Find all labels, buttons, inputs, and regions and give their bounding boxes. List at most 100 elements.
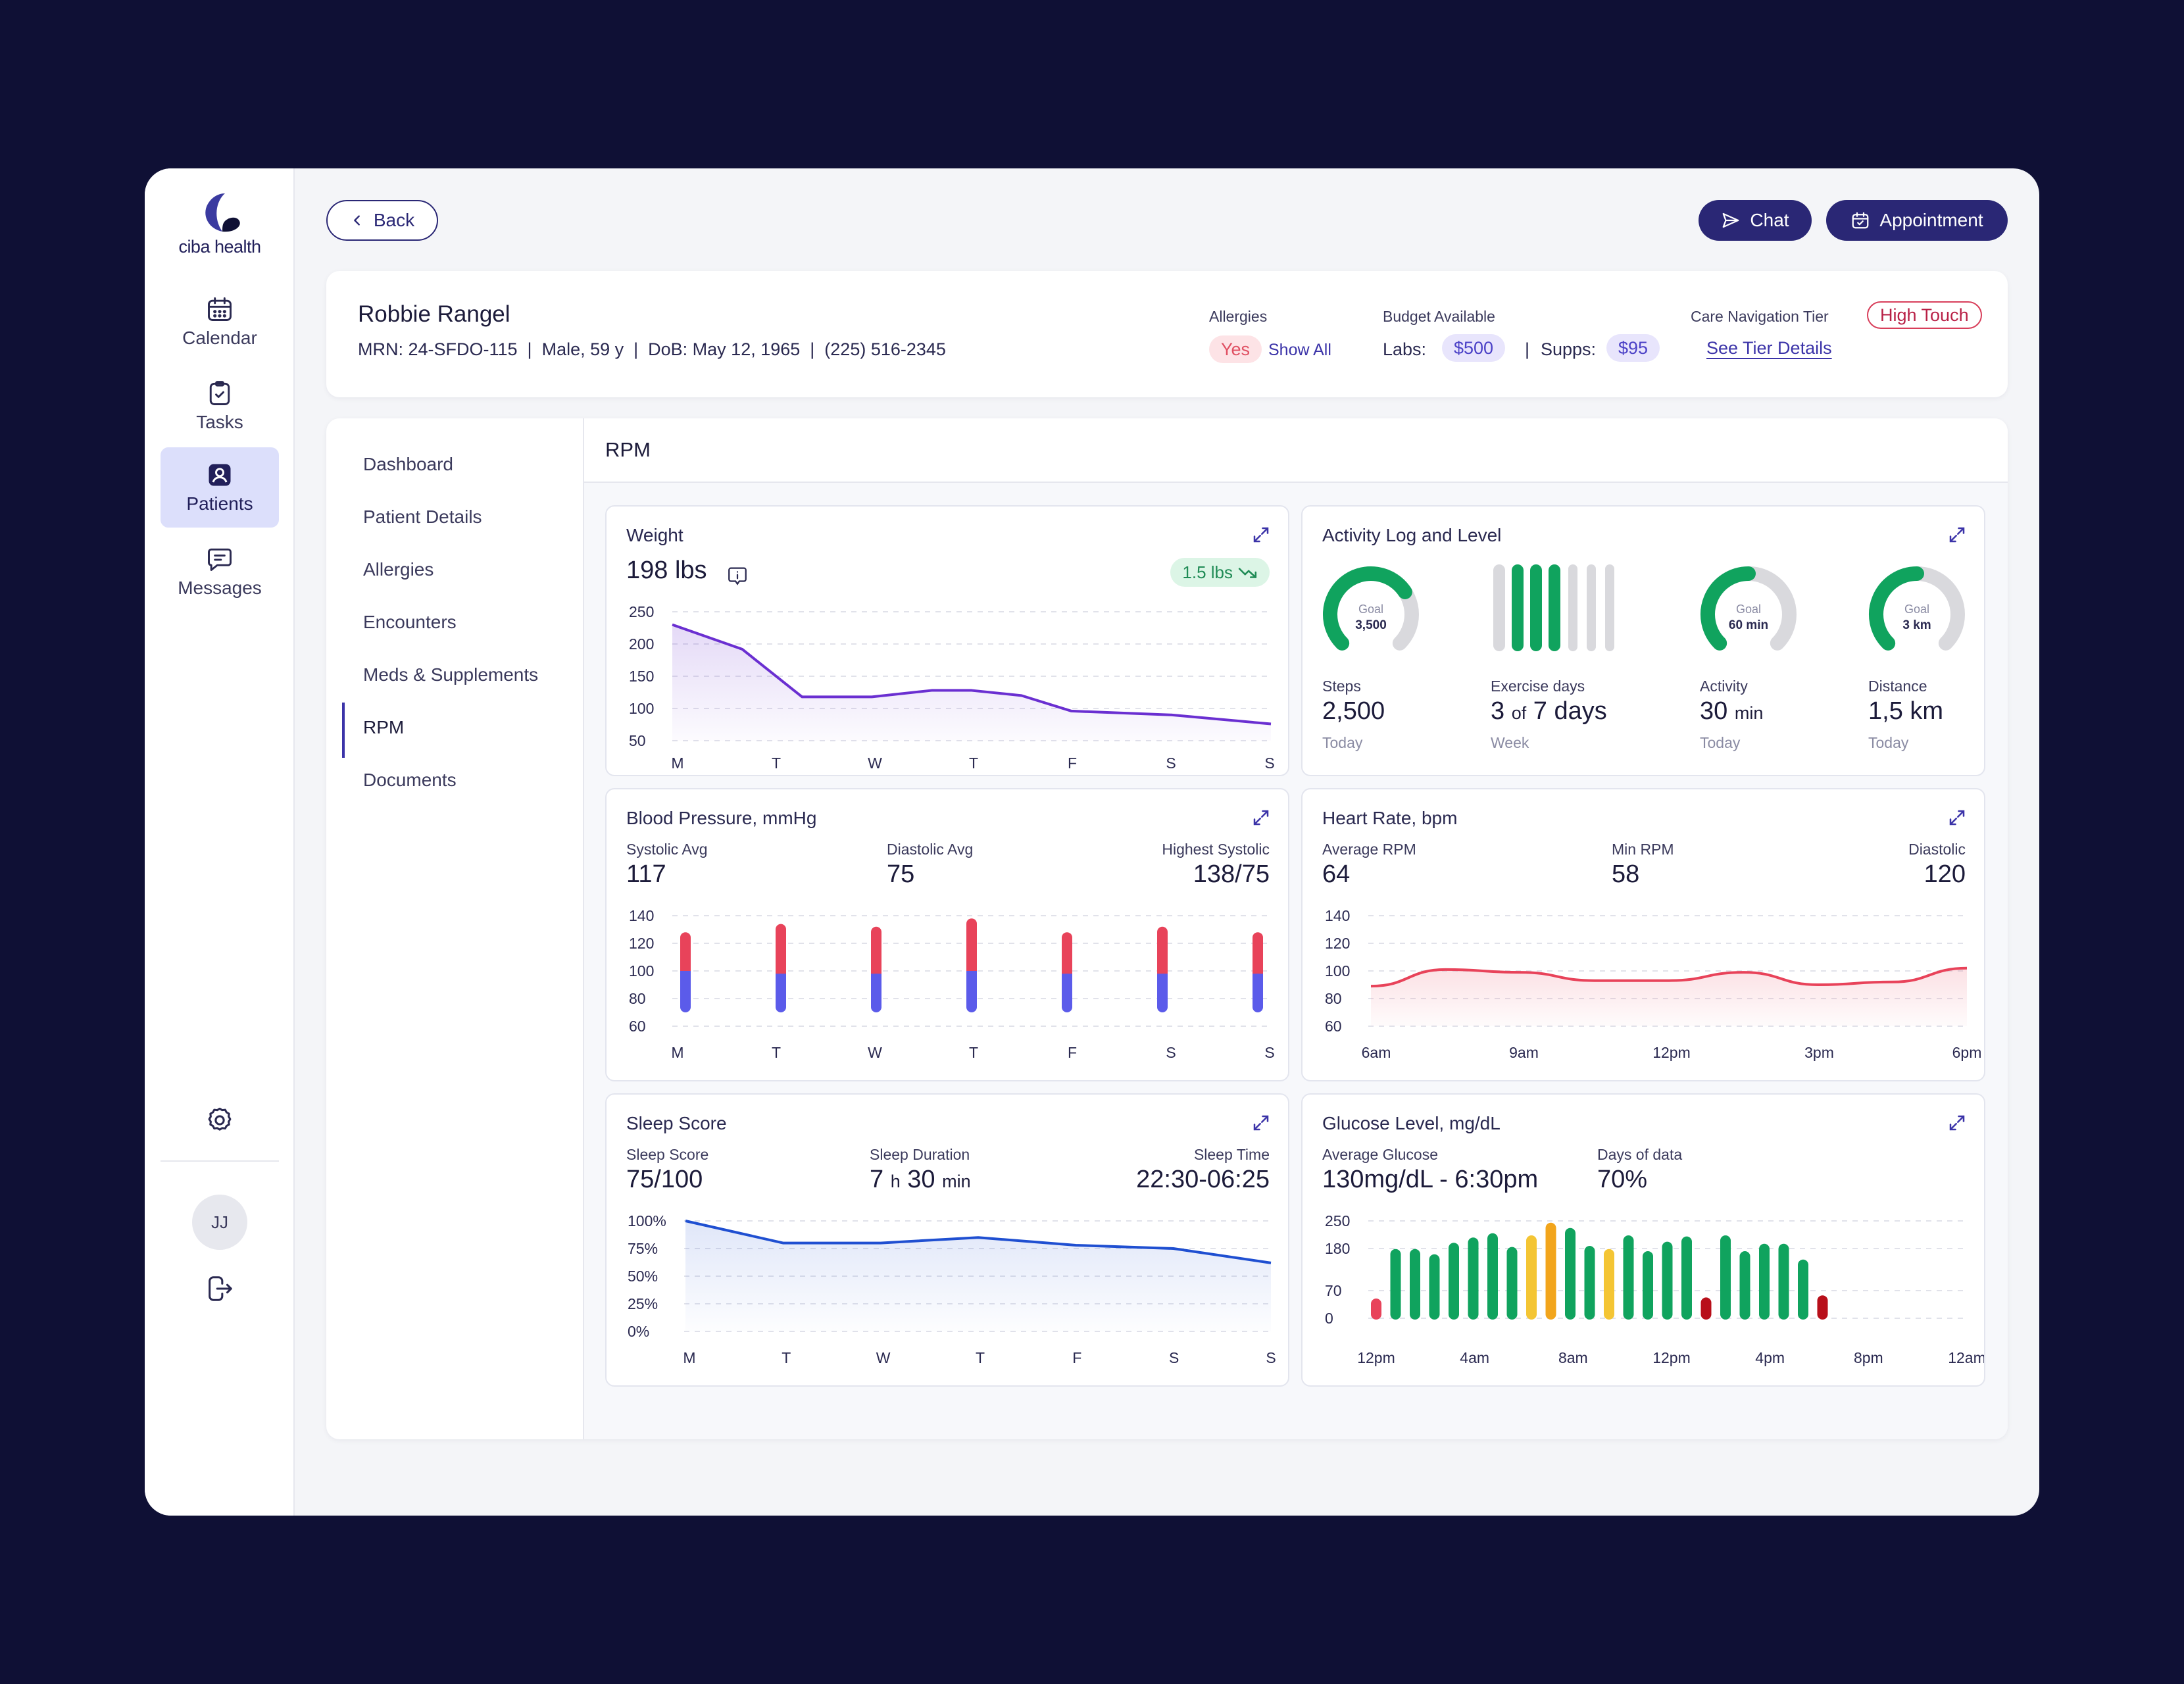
nav-label: Messages bbox=[178, 578, 262, 598]
bp-chart: 140 120 100 80 60 M T W T F S S bbox=[629, 907, 1275, 1061]
expand-icon[interactable] bbox=[1251, 1113, 1271, 1133]
x-tick-label: 3pm bbox=[1804, 1044, 1834, 1061]
subnav-item-documents[interactable]: Documents bbox=[363, 770, 457, 790]
avg-glucose-value: 130mg/dL - 6:30pm bbox=[1322, 1166, 1539, 1193]
logout-button[interactable] bbox=[145, 1274, 295, 1307]
calendar-check-icon bbox=[1852, 212, 1869, 229]
ring-progress bbox=[1700, 566, 1756, 651]
diastolic-bar-cap bbox=[776, 974, 786, 979]
y-tick-label: 80 bbox=[629, 990, 646, 1007]
main-panel: Dashboard Patient Details Allergies Enco… bbox=[326, 418, 2008, 1439]
sleep-card: Sleep Score Sleep Score 75/100 Sleep Dur… bbox=[605, 1093, 1289, 1387]
glucose-bar bbox=[1662, 1241, 1673, 1320]
y-tick-label: 25% bbox=[628, 1295, 658, 1312]
x-tick-label: 6pm bbox=[1952, 1044, 1982, 1061]
y-tick-label: 60 bbox=[629, 1018, 646, 1035]
chat-button[interactable]: Chat bbox=[1699, 200, 1812, 241]
activity-title: Activity Log and Level bbox=[1322, 525, 1502, 545]
distance-value: 1,5 km bbox=[1868, 697, 1944, 725]
subnav-item-encounters[interactable]: Encounters bbox=[363, 612, 457, 632]
app-window: ciba health Calendar Tasks Patients Mess… bbox=[145, 168, 2039, 1516]
exercise-label: Exercise days bbox=[1491, 678, 1585, 695]
labs-label: Labs: bbox=[1383, 339, 1427, 359]
diastolic-bar-cap bbox=[966, 971, 977, 976]
nav-item-patients[interactable]: Patients bbox=[161, 447, 279, 528]
expand-icon[interactable] bbox=[1947, 808, 1967, 828]
expand-icon[interactable] bbox=[1947, 525, 1967, 545]
y-tick-label: 100 bbox=[1325, 962, 1350, 979]
nav-label: Calendar bbox=[182, 328, 257, 348]
subnav-item-dashboard[interactable]: Dashboard bbox=[363, 454, 453, 474]
distance-label: Distance bbox=[1868, 678, 1927, 695]
glucose-bar bbox=[1429, 1254, 1440, 1320]
sleep-score-value: 75/100 bbox=[626, 1166, 703, 1193]
weight-value: 198 lbs bbox=[626, 557, 707, 584]
y-tick-label: 100% bbox=[628, 1212, 666, 1229]
x-tick-label: S bbox=[1166, 755, 1176, 772]
exercise-day-bar bbox=[1605, 564, 1614, 651]
bp-title: Blood Pressure, mmHg bbox=[626, 808, 817, 828]
patient-subnav: Dashboard Patient Details Allergies Enco… bbox=[326, 418, 584, 1439]
labs-budget-badge: $500 bbox=[1442, 334, 1506, 362]
subnav-item-allergies[interactable]: Allergies bbox=[363, 559, 434, 580]
distance-goal-ring: Goal 3 km bbox=[1869, 566, 1965, 651]
glucose-bar bbox=[1390, 1249, 1401, 1320]
glucose-bar bbox=[1643, 1251, 1653, 1320]
systolic-bar bbox=[871, 926, 881, 979]
expand-icon[interactable] bbox=[1947, 1113, 1967, 1133]
subnav-item-meds-supplements[interactable]: Meds & Supplements bbox=[363, 664, 539, 685]
sleep-time-label: Sleep Time bbox=[1193, 1146, 1270, 1163]
glucose-bar bbox=[1739, 1251, 1750, 1320]
diastolic-label: Diastolic Avg bbox=[887, 841, 974, 858]
avatar[interactable]: JJ bbox=[192, 1195, 247, 1250]
y-tick-label: 200 bbox=[629, 635, 654, 653]
sleep-title: Sleep Score bbox=[626, 1113, 727, 1133]
appointment-label: Appointment bbox=[1879, 210, 1983, 230]
logout-icon bbox=[209, 1276, 232, 1301]
logo[interactable]: ciba health bbox=[145, 192, 295, 257]
info-icon[interactable] bbox=[726, 564, 749, 587]
see-tier-details-link[interactable]: See Tier Details bbox=[1706, 338, 1832, 358]
subnav-item-rpm[interactable]: RPM bbox=[363, 717, 405, 737]
subnav-item-patient-details[interactable]: Patient Details bbox=[363, 507, 482, 527]
sleep-duration-value: 7 h 30 min bbox=[870, 1166, 971, 1193]
supps-label: Supps: bbox=[1541, 339, 1597, 359]
content-title: RPM bbox=[605, 438, 651, 461]
activity-goal-ring: Goal 60 min bbox=[1700, 566, 1797, 651]
y-tick-label: 140 bbox=[1325, 907, 1350, 924]
x-tick-label: S bbox=[1166, 1044, 1176, 1061]
glucose-bar bbox=[1545, 1222, 1556, 1320]
sleep-score-label: Sleep Score bbox=[626, 1146, 709, 1163]
nav-item-messages[interactable]: Messages bbox=[161, 532, 279, 612]
y-tick-label: 250 bbox=[1325, 1212, 1350, 1229]
y-tick-label: 120 bbox=[629, 935, 654, 952]
systolic-bar bbox=[1253, 932, 1263, 979]
exercise-day-bar bbox=[1530, 564, 1542, 651]
systolic-bar bbox=[1157, 926, 1168, 979]
back-button[interactable]: Back bbox=[326, 200, 438, 241]
x-tick-label: S bbox=[1266, 1349, 1276, 1366]
heart-rate-area bbox=[1371, 968, 1967, 1026]
expand-icon[interactable] bbox=[1251, 808, 1271, 828]
nav-item-tasks[interactable]: Tasks bbox=[161, 366, 279, 446]
heart-rate-chart: 140 120 100 80 60 6am 9am 12pm 3pm 6pm bbox=[1325, 907, 1982, 1061]
chevron-left-icon bbox=[354, 215, 360, 226]
steps-label: Steps bbox=[1322, 678, 1361, 695]
y-tick-label: 180 bbox=[1325, 1240, 1350, 1257]
appointment-button[interactable]: Appointment bbox=[1826, 200, 2008, 241]
show-all-allergies-link[interactable]: Show All bbox=[1268, 341, 1331, 359]
systolic-bar bbox=[776, 924, 786, 979]
expand-icon[interactable] bbox=[1251, 525, 1271, 545]
send-icon bbox=[1723, 212, 1739, 228]
settings-button[interactable] bbox=[145, 1105, 295, 1139]
nav-item-calendar[interactable]: Calendar bbox=[161, 282, 279, 362]
glucose-bar bbox=[1449, 1243, 1459, 1320]
exercise-day-bar bbox=[1568, 564, 1577, 651]
x-tick-label: 8am bbox=[1558, 1349, 1588, 1366]
clipboard-check-icon bbox=[209, 381, 230, 405]
patient-icon bbox=[209, 464, 231, 486]
glucose-bar bbox=[1604, 1249, 1614, 1320]
sleep-chart: 100% 75% 50% 25% 0% M T W T F S S bbox=[628, 1212, 1276, 1366]
ring-goal-value: 3,500 bbox=[1355, 618, 1387, 632]
x-tick-label: 12pm bbox=[1357, 1349, 1395, 1366]
